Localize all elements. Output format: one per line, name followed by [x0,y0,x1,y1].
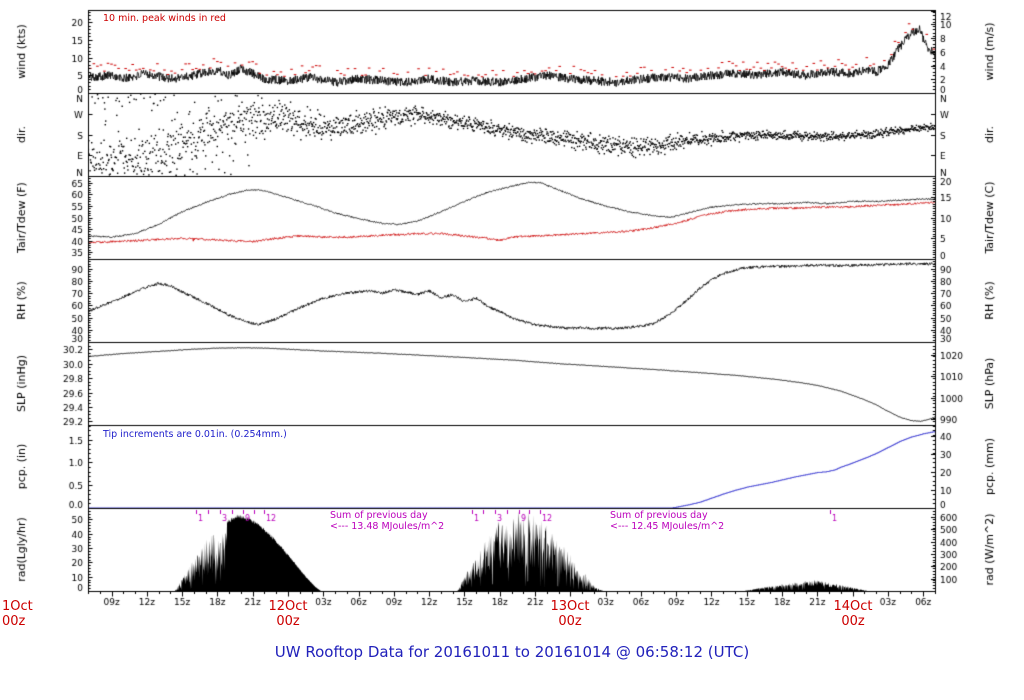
chart-title: UW Rooftop Data for 20161011 to 20161014… [274,643,750,661]
date-label-14oct-line2: 00z [841,614,865,629]
date-label-13oct-line2: 00z [558,614,582,629]
sum-previous-day-annotation-2: Sum of previous day <--- 12.45 MJoules/m… [610,510,724,532]
sum-2-line2: <--- 12.45 MJoules/m^2 [610,521,725,532]
peak-winds-note: 10 min. peak winds in red [103,13,226,24]
date-label-14oct-line1: 14Oct [833,599,873,614]
date-label-12oct-line2: 00z [276,614,300,629]
tip-increments-note: Tip increments are 0.01in. (0.254mm.) [103,429,287,440]
sum-previous-day-annotation-1: Sum of previous day <--- 13.48 MJoules/m… [330,510,444,532]
date-label-11oct-line1: 1Oct [2,599,33,614]
date-label-12oct: 12Oct 00z [262,599,314,629]
sum-2-line1: Sum of previous day [610,510,708,521]
sum-1-line1: Sum of previous day [330,510,428,521]
date-label-11oct: 1Oct 00z [2,599,42,629]
date-label-13oct-line1: 13Oct [550,599,590,614]
date-label-14oct: 14Oct 00z [827,599,879,629]
date-label-13oct: 13Oct 00z [544,599,596,629]
date-label-11oct-line2: 00z [2,614,26,629]
date-label-12oct-line1: 12Oct [268,599,308,614]
sum-1-line2: <--- 13.48 MJoules/m^2 [330,521,445,532]
